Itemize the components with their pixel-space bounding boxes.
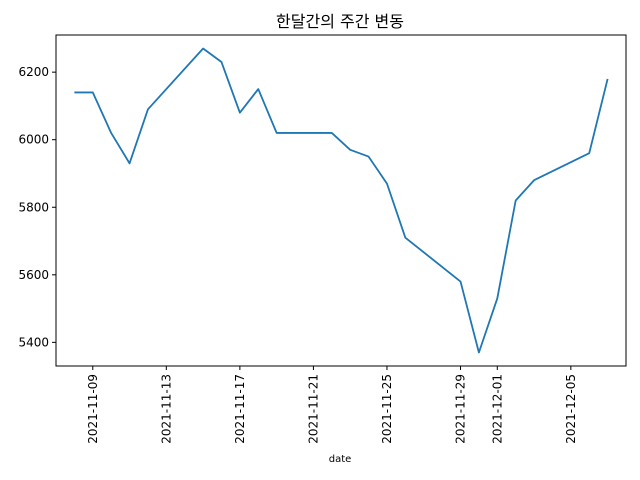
y-axis: 5400 5600 5800 6000 6200 — [18, 65, 56, 349]
x-tick-label: 2021-11-29 — [454, 374, 468, 444]
x-tick-label: 2021-11-25 — [380, 374, 394, 444]
y-tick-label: 5400 — [18, 335, 49, 349]
y-tick-label: 6000 — [18, 133, 49, 147]
x-axis-label: date — [329, 454, 352, 465]
chart-title: 한달간의 주간 변동 — [276, 12, 404, 31]
x-tick-label: 2021-12-01 — [490, 374, 504, 444]
x-tick-label: 2021-11-21 — [306, 374, 320, 444]
plot-frame — [55, 34, 627, 367]
x-tick-label: 2021-12-05 — [564, 374, 578, 444]
series-line-0 — [74, 47, 609, 354]
y-tick-label: 6200 — [18, 65, 49, 79]
plot-area — [74, 47, 609, 354]
x-tick-label: 2021-11-17 — [233, 374, 247, 444]
x-tick-label: 2021-11-13 — [159, 374, 173, 444]
y-tick-label: 5800 — [18, 200, 49, 214]
x-tick-label: 2021-11-09 — [86, 374, 100, 444]
x-axis: 2021-11-09 2021-11-13 2021-11-17 2021-11-21… — [86, 366, 578, 444]
y-tick-label: 5600 — [18, 268, 49, 282]
